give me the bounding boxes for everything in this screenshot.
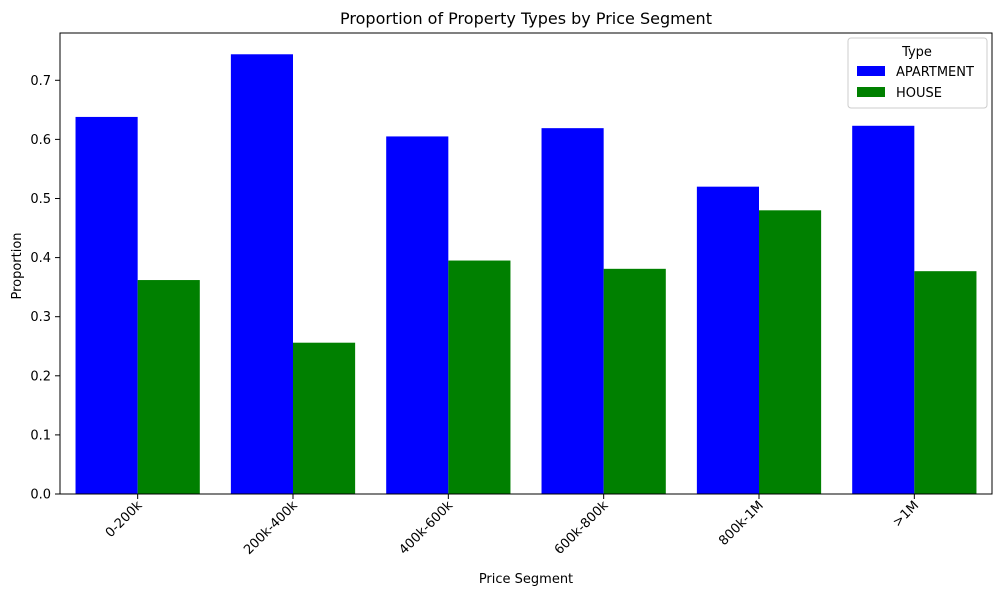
bar-apartment-2 [386, 136, 449, 494]
bar-house-3 [603, 268, 666, 494]
x-tick-label: 800k-1M [716, 498, 767, 549]
bar-apartment-0 [75, 116, 138, 495]
bar-apartment-1 [230, 54, 293, 494]
x-tick-label: 0-200k [103, 498, 146, 541]
legend-title: Type [901, 45, 932, 60]
bar-apartment-3 [541, 128, 604, 494]
legend-swatch-house [857, 87, 885, 97]
x-tick-label: 600k-800k [552, 498, 612, 558]
axes-layer [59, 32, 993, 495]
x-tick-label: >1M [890, 498, 922, 530]
plot-frame [59, 32, 993, 495]
bar-apartment-4 [696, 186, 759, 495]
legend-items: APARTMENT HOUSE [857, 65, 974, 101]
y-tick-label: 0.6 [30, 133, 51, 148]
y-tick-label: 0.0 [30, 488, 51, 503]
x-axis-label: Price Segment [479, 572, 573, 587]
bar-apartment-5 [852, 125, 915, 494]
bar-house-5 [914, 271, 977, 494]
y-tick-label: 0.5 [30, 192, 51, 207]
legend-label-apartment: APARTMENT [896, 65, 974, 80]
x-tick-label: 200k-400k [241, 498, 301, 558]
bar-house-4 [759, 210, 822, 494]
y-tick-label: 0.1 [30, 428, 51, 443]
chart-title: Proportion of Property Types by Price Se… [340, 9, 712, 28]
legend: Type APARTMENT HOUSE [847, 37, 988, 109]
bar-house-1 [293, 342, 356, 494]
y-tick-label: 0.4 [30, 251, 51, 266]
x-tick-label: 400k-600k [396, 498, 456, 558]
y-axis-label: Proportion [10, 232, 25, 299]
legend-label-house: HOUSE [896, 86, 942, 101]
legend-swatch-apartment [857, 66, 885, 76]
x-axis-ticks: 0-200k 200k-400k 400k-600k 600k-800k 800k-1M… [103, 494, 922, 558]
y-tick-label: 0.3 [30, 310, 51, 325]
y-tick-label: 0.7 [30, 74, 51, 89]
bar-house-2 [448, 260, 511, 494]
bar-house-0 [137, 280, 200, 494]
y-tick-label: 0.2 [30, 369, 51, 384]
y-axis-ticks: 0.0 0.1 0.2 0.3 0.4 0.5 0.6 0.7 [30, 74, 60, 503]
bars-layer [75, 54, 977, 495]
